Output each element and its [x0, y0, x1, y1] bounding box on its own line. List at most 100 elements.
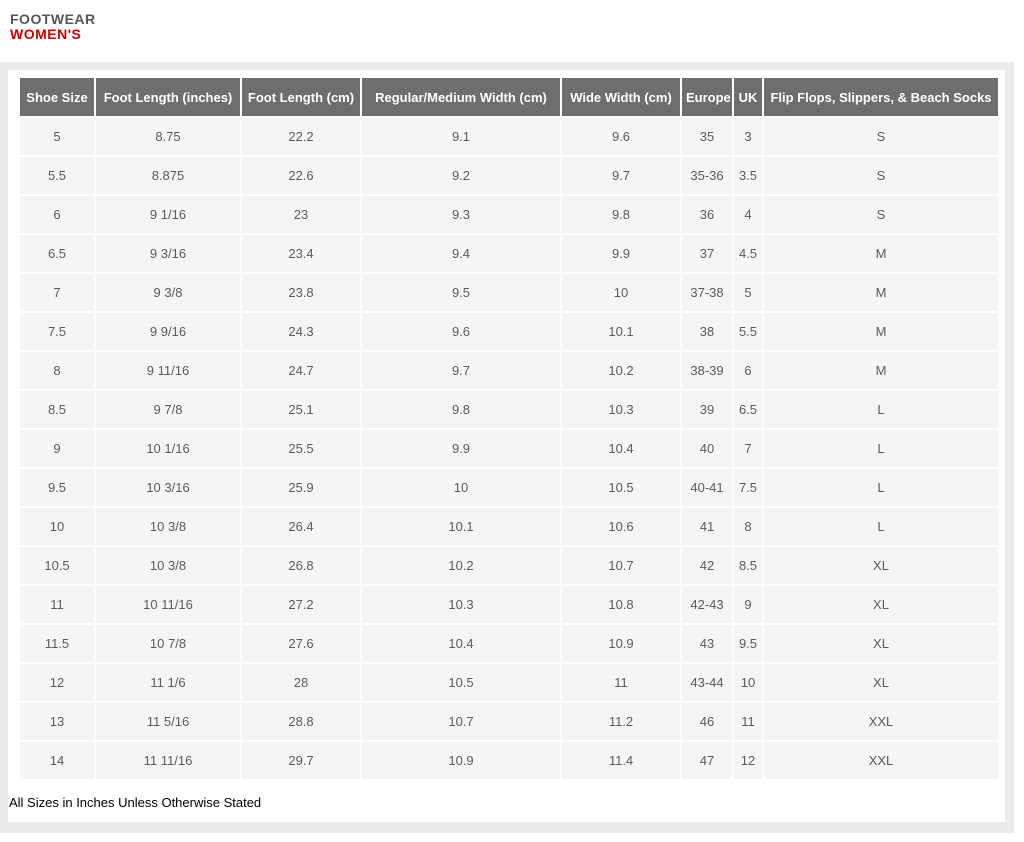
table-cell: 11.5 [20, 625, 94, 662]
table-cell: 40 [682, 430, 732, 467]
table-cell: 28.8 [242, 703, 360, 740]
table-cell: 11.4 [562, 742, 680, 779]
column-header-3: Foot Length (cm) [242, 78, 360, 116]
column-header-4: Regular/Medium Width (cm) [362, 78, 560, 116]
table-cell: 47 [682, 742, 732, 779]
table-cell: 10 [734, 664, 762, 701]
table-cell: 26.4 [242, 508, 360, 545]
table-cell: 43-44 [682, 664, 732, 701]
table-cell: 10.2 [362, 547, 560, 584]
table-row: 10 10 3/8 26.4 10.1 10.6 41 8 L [20, 508, 998, 545]
table-cell: XL [764, 547, 998, 584]
table-cell: L [764, 469, 998, 506]
table-cell: 27.2 [242, 586, 360, 623]
table-cell: 25.1 [242, 391, 360, 428]
table-cell: 7 [20, 274, 94, 311]
table-cell: 4.5 [734, 235, 762, 272]
table-cell: 9.8 [562, 196, 680, 233]
table-cell: 9.9 [562, 235, 680, 272]
size-chart-table: Shoe Size Foot Length (inches) Foot Length… [18, 76, 1000, 781]
table-cell: 4 [734, 196, 762, 233]
table-cell: 10.7 [562, 547, 680, 584]
table-cell: 9 7/8 [96, 391, 240, 428]
table-cell: 37 [682, 235, 732, 272]
table-cell: 35-36 [682, 157, 732, 194]
table-cell: M [764, 235, 998, 272]
table-cell: 10.4 [562, 430, 680, 467]
table-cell: 39 [682, 391, 732, 428]
table-cell: 35 [682, 118, 732, 155]
table-cell: 9.7 [362, 352, 560, 389]
table-cell: 11 [20, 586, 94, 623]
page-header: FOOTWEAR WOMEN'S [0, 0, 1024, 50]
table-cell: 37-38 [682, 274, 732, 311]
table-cell: 23.4 [242, 235, 360, 272]
table-cell: XXL [764, 742, 998, 779]
table-cell: 11 [562, 664, 680, 701]
table-cell: 22.2 [242, 118, 360, 155]
table-cell: 28 [242, 664, 360, 701]
table-cell: 10.9 [362, 742, 560, 779]
table-cell: 25.9 [242, 469, 360, 506]
table-body: 5 8.75 22.2 9.1 9.6 35 3 S 5.5 8.875 22.6 9.2 9.7 35-… [20, 118, 998, 779]
table-cell: 10 3/8 [96, 508, 240, 545]
table-cell: 9.5 [362, 274, 560, 311]
table-cell: 12 [734, 742, 762, 779]
table-cell: 38 [682, 313, 732, 350]
table-cell: 9.1 [362, 118, 560, 155]
table-cell: 9.4 [362, 235, 560, 272]
column-header-7: UK [734, 78, 762, 116]
table-row: 5.5 8.875 22.6 9.2 9.7 35-36 3.5 S [20, 157, 998, 194]
table-cell: 42-43 [682, 586, 732, 623]
table-cell: 9.3 [362, 196, 560, 233]
table-cell: S [764, 118, 998, 155]
table-cell: 9 [20, 430, 94, 467]
table-cell: 14 [20, 742, 94, 779]
column-header-2: Foot Length (inches) [96, 78, 240, 116]
table-row: 12 11 1/6 28 10.5 11 43-44 10 XL [20, 664, 998, 701]
table-cell: 9.7 [562, 157, 680, 194]
column-header-8: Flip Flops, Slippers, & Beach Socks [764, 78, 998, 116]
table-cell: S [764, 196, 998, 233]
table-cell: 5 [20, 118, 94, 155]
table-cell: 6.5 [20, 235, 94, 272]
table-cell: 10.8 [562, 586, 680, 623]
table-cell: 10 3/8 [96, 547, 240, 584]
size-chart-panel: Shoe Size Foot Length (inches) Foot Length… [0, 62, 1014, 833]
table-cell: 11 5/16 [96, 703, 240, 740]
table-cell: 24.3 [242, 313, 360, 350]
table-cell: 10 3/16 [96, 469, 240, 506]
table-cell: 8.5 [734, 547, 762, 584]
size-chart-card: Shoe Size Foot Length (inches) Foot Length… [8, 70, 1005, 822]
table-cell: 43 [682, 625, 732, 662]
table-cell: M [764, 313, 998, 350]
table-cell: XL [764, 664, 998, 701]
table-cell: 10.9 [562, 625, 680, 662]
table-cell: 26.8 [242, 547, 360, 584]
table-cell: 24.7 [242, 352, 360, 389]
table-cell: 10 [362, 469, 560, 506]
table-cell: 8 [20, 352, 94, 389]
table-cell: 8.75 [96, 118, 240, 155]
table-cell: 6 [20, 196, 94, 233]
table-cell: XL [764, 625, 998, 662]
table-cell: 3.5 [734, 157, 762, 194]
table-cell: 10 7/8 [96, 625, 240, 662]
table-cell: 10 [20, 508, 94, 545]
table-cell: 23 [242, 196, 360, 233]
table-cell: 41 [682, 508, 732, 545]
table-cell: 9.9 [362, 430, 560, 467]
table-row: 11.5 10 7/8 27.6 10.4 10.9 43 9.5 XL [20, 625, 998, 662]
table-cell: 36 [682, 196, 732, 233]
footnote: All Sizes in Inches Unless Otherwise Sta… [9, 795, 262, 810]
table-cell: 10.1 [362, 508, 560, 545]
column-header-5: Wide Width (cm) [562, 78, 680, 116]
table-cell: 11.2 [562, 703, 680, 740]
table-row: 6.5 9 3/16 23.4 9.4 9.9 37 4.5 M [20, 235, 998, 272]
table-row: 14 11 11/16 29.7 10.9 11.4 47 12 XXL [20, 742, 998, 779]
table-cell: 5.5 [20, 157, 94, 194]
table-cell: 9 [734, 586, 762, 623]
table-cell: 9.6 [562, 118, 680, 155]
table-cell: XXL [764, 703, 998, 740]
